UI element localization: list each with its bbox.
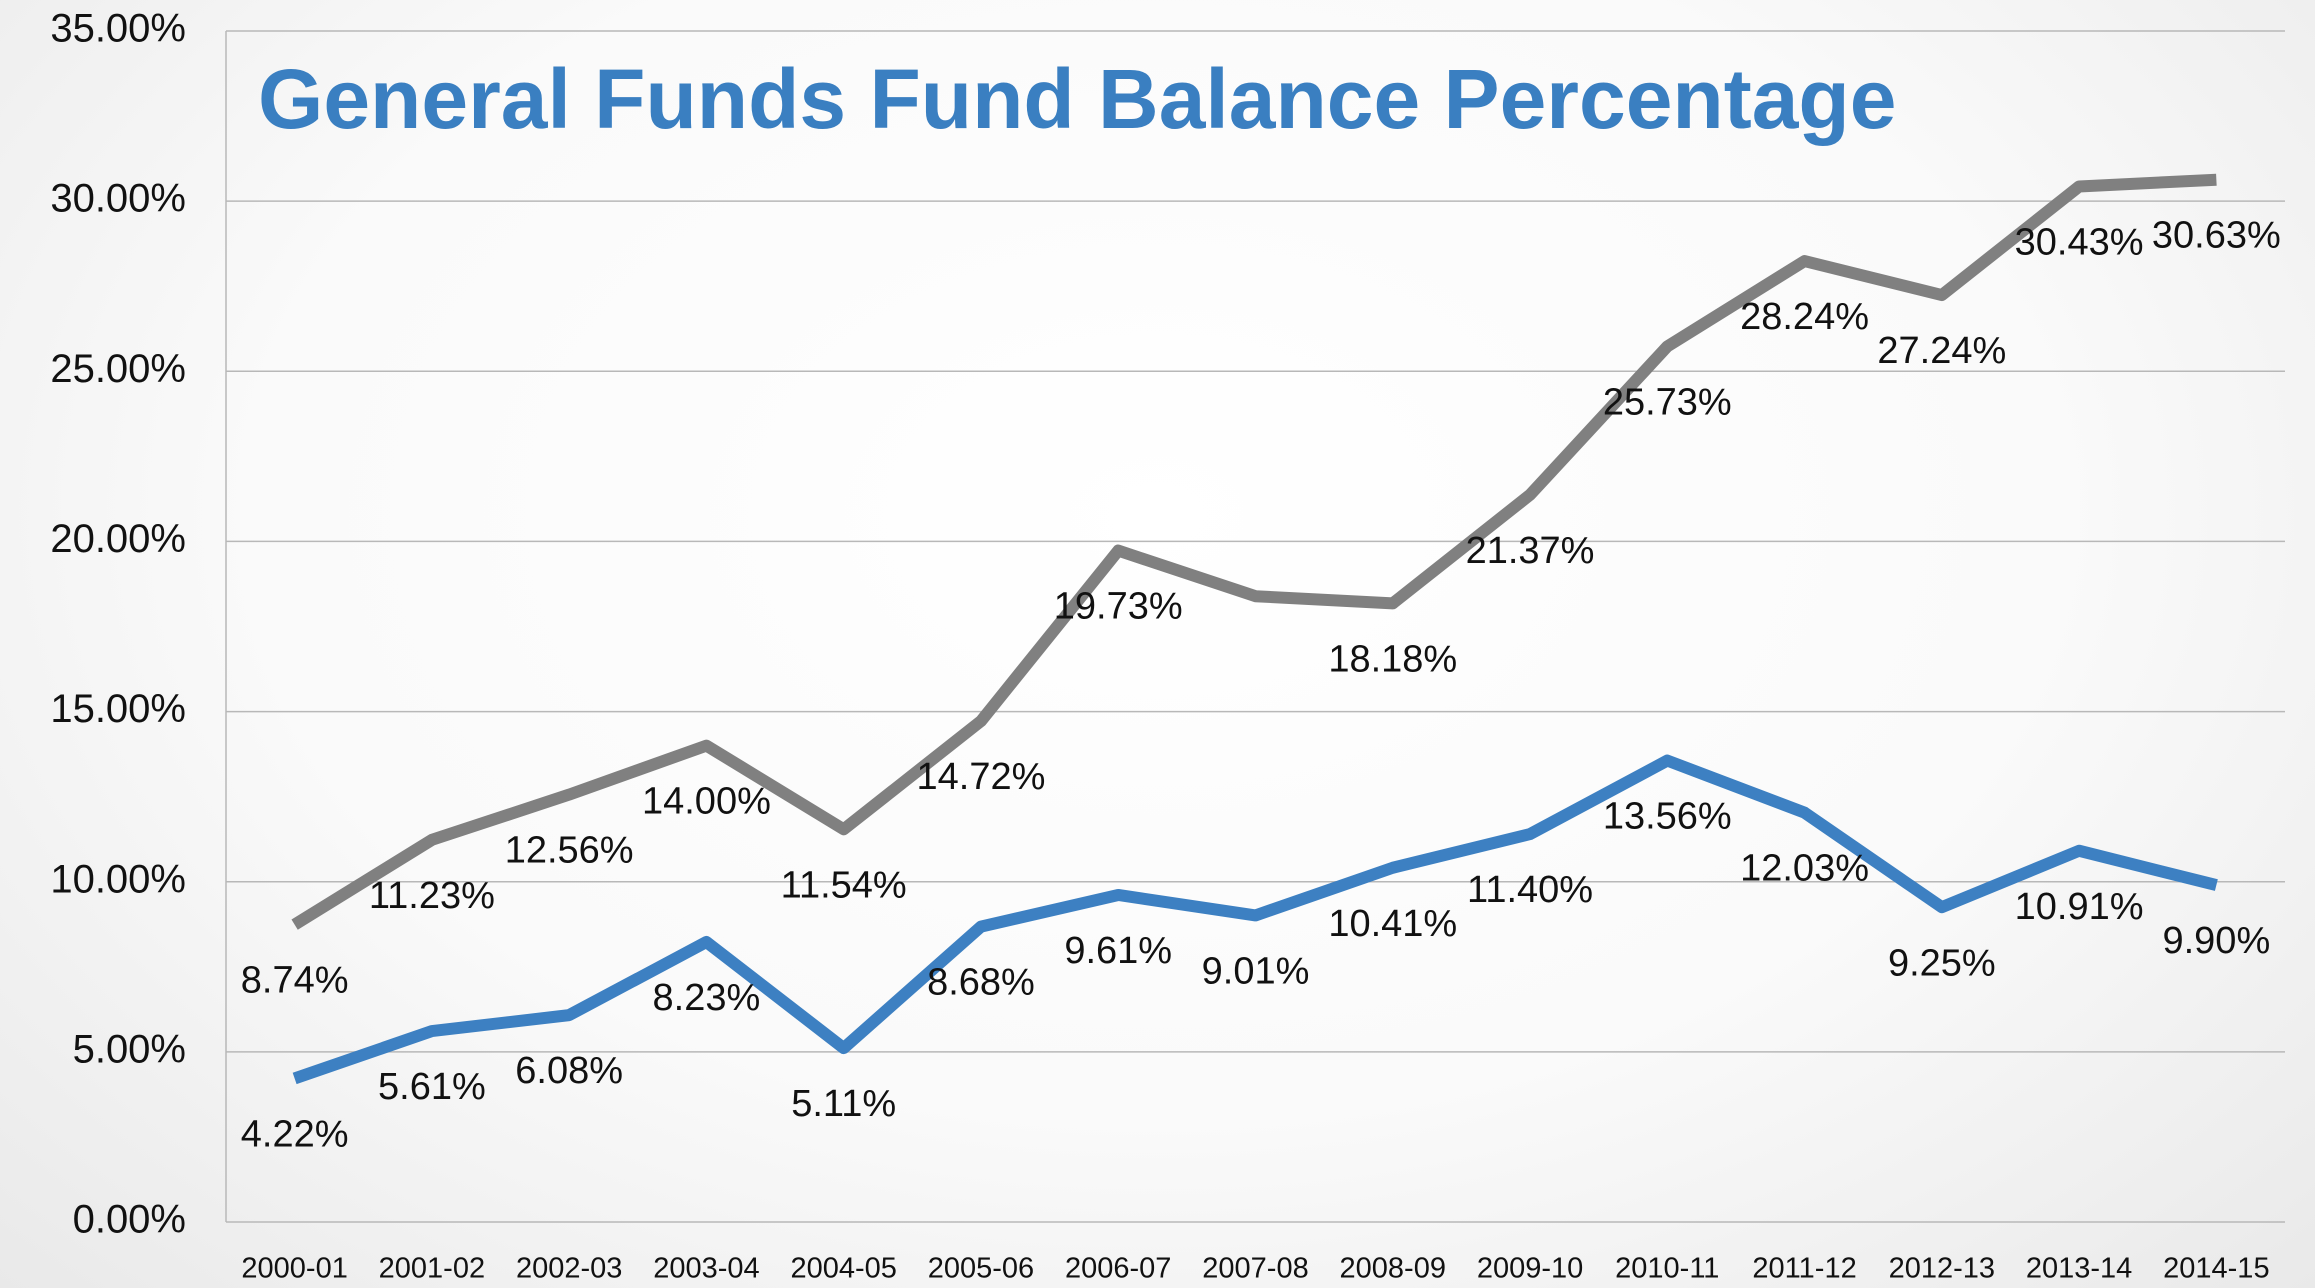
data-label: 12.03% bbox=[1740, 848, 1869, 890]
data-label: 8.23% bbox=[653, 977, 761, 1019]
x-tick-label: 2010-11 bbox=[1615, 1253, 1719, 1285]
data-label: 12.56% bbox=[505, 830, 634, 872]
data-label: 8.74% bbox=[241, 960, 349, 1002]
data-label: 11.54% bbox=[781, 864, 907, 906]
data-label: 14.00% bbox=[642, 781, 771, 823]
x-tick-label: 2007-08 bbox=[1202, 1253, 1308, 1285]
data-label: 30.63% bbox=[2152, 215, 2281, 257]
data-label: 19.73% bbox=[1054, 586, 1183, 628]
data-label: 8.68% bbox=[927, 962, 1035, 1004]
y-tick-label: 25.00% bbox=[50, 347, 186, 391]
x-tick-label: 2000-01 bbox=[241, 1253, 347, 1285]
data-label: 30.43% bbox=[2015, 222, 2144, 264]
x-tick-label: 2003-04 bbox=[653, 1253, 759, 1285]
data-label: 4.22% bbox=[241, 1113, 349, 1155]
data-label: 5.61% bbox=[378, 1066, 486, 1108]
x-tick-label: 2011-12 bbox=[1752, 1253, 1856, 1285]
chart-title: General Funds Fund Balance Percentage bbox=[258, 52, 1896, 146]
data-label: 14.72% bbox=[917, 756, 1046, 798]
data-label: 9.61% bbox=[1064, 930, 1172, 972]
y-tick-label: 30.00% bbox=[50, 177, 186, 221]
y-tick-label: 15.00% bbox=[50, 687, 186, 731]
x-tick-label: 2014-15 bbox=[2163, 1253, 2269, 1285]
y-tick-label: 20.00% bbox=[50, 517, 186, 561]
y-tick-label: 10.00% bbox=[50, 857, 186, 901]
data-label: 5.11% bbox=[791, 1083, 896, 1125]
data-label: 9.25% bbox=[1888, 942, 1996, 984]
data-label: 28.24% bbox=[1740, 296, 1869, 338]
data-label: 6.08% bbox=[515, 1050, 623, 1092]
x-tick-label: 2005-06 bbox=[928, 1253, 1034, 1285]
data-label: 27.24% bbox=[1877, 330, 2006, 372]
x-tick-label: 2006-07 bbox=[1065, 1253, 1171, 1285]
y-tick-label: 5.00% bbox=[73, 1027, 186, 1071]
data-label: 10.91% bbox=[2015, 886, 2144, 928]
data-label: 13.56% bbox=[1603, 796, 1732, 838]
x-tick-label: 2008-09 bbox=[1340, 1253, 1446, 1285]
x-tick-label: 2013-14 bbox=[2026, 1253, 2132, 1285]
y-tick-label: 35.00% bbox=[50, 7, 186, 51]
series-line bbox=[291, 173, 2217, 930]
x-tick-label: 2002-03 bbox=[516, 1253, 622, 1285]
data-label: 9.90% bbox=[2162, 920, 2270, 962]
data-label: 25.73% bbox=[1603, 381, 1732, 423]
series-line bbox=[292, 754, 2218, 1085]
x-tick-label: 2012-13 bbox=[1889, 1253, 1995, 1285]
data-label: 9.01% bbox=[1202, 950, 1310, 992]
data-label: 11.23% bbox=[369, 875, 495, 917]
data-label: 18.18% bbox=[1328, 638, 1457, 680]
x-tick-label: 2001-02 bbox=[379, 1253, 485, 1285]
x-tick-label: 2009-10 bbox=[1477, 1253, 1583, 1285]
data-label: 10.41% bbox=[1328, 903, 1457, 945]
y-tick-label: 0.00% bbox=[73, 1198, 186, 1242]
x-tick-label: 2004-05 bbox=[790, 1253, 896, 1285]
data-label: 11.40% bbox=[1467, 869, 1593, 911]
data-label: 21.37% bbox=[1466, 530, 1595, 572]
